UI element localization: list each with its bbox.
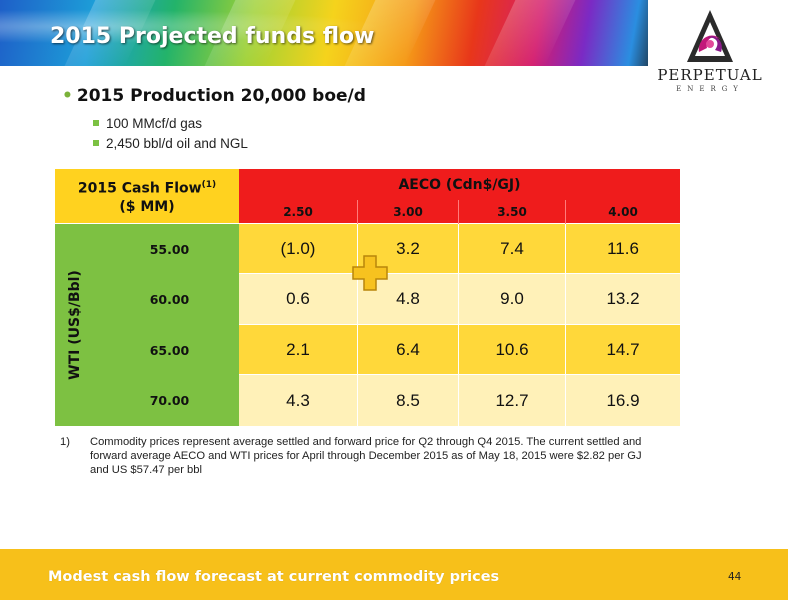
bullet-production: • 2015 Production 20,000 boe/d xyxy=(62,86,366,106)
sub-bullet-oil: 2,450 bbl/d oil and NGL xyxy=(93,136,248,151)
square-bullet-icon xyxy=(93,140,99,146)
corner-footnote-ref: (1) xyxy=(201,180,217,191)
wti-row-label: 60.00 xyxy=(149,292,190,307)
footer-takeaway: Modest cash flow forecast at current com… xyxy=(48,569,500,585)
page-title: 2015 Projected funds flow xyxy=(50,24,375,49)
table-cell: 14.7 xyxy=(565,325,680,375)
sub-bullet-gas: 100 MMcf/d gas xyxy=(93,116,203,131)
table-cell: 12.7 xyxy=(458,375,565,426)
page-number: 44 xyxy=(728,571,742,583)
square-bullet-icon xyxy=(93,120,99,126)
table-cell: 6.4 xyxy=(357,325,458,375)
aeco-col-header: 4.00 xyxy=(565,200,680,224)
table-cell: 8.5 xyxy=(357,375,458,426)
footnote: 1) Commodity prices represent average se… xyxy=(60,435,660,477)
bullet-production-text: 2015 Production 20,000 boe/d xyxy=(76,86,366,106)
logo-subtitle: ENERGY xyxy=(676,85,744,93)
aeco-col-header: 3.50 xyxy=(458,200,565,224)
bullet-dot-icon: • xyxy=(62,86,73,106)
sub-bullet-text: 2,450 bbl/d oil and NGL xyxy=(106,136,248,151)
footnote-number: 1) xyxy=(60,436,70,448)
wti-row-label: 65.00 xyxy=(149,342,190,358)
table-cell: 9.0 xyxy=(458,274,565,325)
table-cell: 13.2 xyxy=(565,274,680,325)
table-cell: 2.1 xyxy=(239,325,357,375)
footnote-text: Commodity prices represent average settl… xyxy=(90,436,642,476)
table-cell: 16.9 xyxy=(565,375,680,426)
aeco-col-header: 3.00 xyxy=(357,200,458,224)
table-cell: (1.0) xyxy=(239,224,357,274)
wti-column xyxy=(55,224,239,426)
current-price-marker-icon xyxy=(352,255,388,291)
aeco-col-header: 2.50 xyxy=(283,205,313,219)
table-cell: 7.4 xyxy=(458,224,565,274)
sub-bullet-text: 100 MMcf/d gas xyxy=(106,116,203,131)
aeco-title: AECO (Cdn$/GJ) xyxy=(398,177,521,193)
table-cell: 10.6 xyxy=(458,325,565,375)
wti-row-label: 55.00 xyxy=(149,241,190,257)
corner-title: 2015 Cash Flow xyxy=(77,180,202,197)
table-cell: 4.3 xyxy=(239,375,357,426)
table-cell: 11.6 xyxy=(565,224,680,274)
wti-axis-label-wrap: WTI (US$/Bbl) xyxy=(50,224,100,426)
table-corner-header: 2015 Cash Flow(1) ($ MM) xyxy=(55,169,239,223)
perpetual-logo-icon xyxy=(687,10,733,62)
aeco-header xyxy=(239,169,680,223)
corner-units: ($ MM) xyxy=(119,198,175,215)
wti-row-label: 70.00 xyxy=(149,393,190,408)
wti-axis-label: WTI (US$/Bbl) xyxy=(67,270,84,380)
logo-name: PERPETUAL xyxy=(657,66,763,84)
footer-bar xyxy=(0,549,788,600)
table-cell: 0.6 xyxy=(239,274,357,325)
